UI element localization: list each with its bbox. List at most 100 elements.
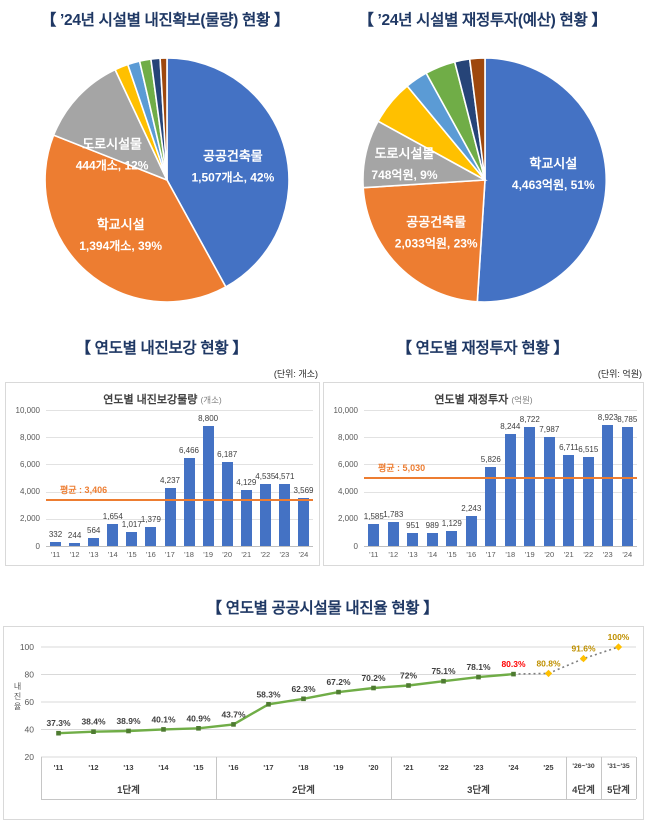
phase-label: 2단계 bbox=[292, 785, 315, 796]
pie-slice-label: 도로시설물 748억원, 9% bbox=[371, 146, 437, 182]
section-title-pie-budget: 【 ’24년 시설별 재정투자(예산) 현황 】 bbox=[358, 12, 607, 29]
bar bbox=[368, 524, 380, 546]
bar bbox=[485, 466, 497, 546]
bar bbox=[426, 532, 438, 546]
bar bbox=[387, 521, 399, 546]
pie-slice bbox=[476, 57, 608, 303]
bar-value-label: 7,987 bbox=[539, 425, 560, 435]
phase-label: 1단계 bbox=[117, 785, 140, 796]
y-axis-title: 내진율 bbox=[13, 682, 22, 712]
line-series-projected bbox=[513, 646, 619, 675]
average-label: 평균 : 5,030 bbox=[378, 462, 426, 473]
x-tick-label: '12 bbox=[69, 550, 80, 559]
x-tick-label: '18 bbox=[184, 550, 194, 559]
data-point-label: 78.1% bbox=[466, 662, 491, 672]
bar-value-label: 1,585 bbox=[363, 512, 384, 522]
bar bbox=[504, 433, 516, 546]
x-tick-label: '21 bbox=[241, 550, 252, 559]
chart-inner-title: 연도별 내진보강물량 (개소) bbox=[6, 391, 319, 407]
bar-value-label: 4,237 bbox=[159, 476, 181, 486]
line-plot: 100 80 60 40 20 37.3% 38.4% 38.9% 40.1% 40.9% 43.7… bbox=[20, 632, 636, 762]
data-point-label: 72% bbox=[400, 671, 417, 681]
y-tick-label: 6,000 bbox=[337, 459, 358, 469]
gridline bbox=[364, 518, 637, 520]
gridline bbox=[364, 464, 637, 466]
pie-slice bbox=[52, 68, 169, 182]
y-tick-label: 8,000 bbox=[19, 432, 40, 442]
year-label: '14 bbox=[158, 763, 169, 772]
bar bbox=[298, 497, 309, 546]
x-tick-label: '16 bbox=[466, 550, 477, 559]
y-tick-label: 4,000 bbox=[19, 487, 40, 497]
pie-slice-label: 공공건축물 2,033억원, 23% bbox=[395, 214, 478, 250]
year-label: '15 bbox=[193, 763, 204, 772]
x-tick-label: '16 bbox=[146, 550, 156, 559]
table-bottom-border bbox=[41, 799, 636, 800]
x-tick-label: '19 bbox=[203, 550, 214, 559]
bar bbox=[107, 523, 119, 546]
y-tick-label: 60 bbox=[25, 697, 35, 707]
gridline bbox=[46, 437, 313, 439]
data-point-marker bbox=[336, 689, 341, 695]
x-tick-label: '11 bbox=[50, 550, 61, 559]
bar-chart-invest: 연도별 재정투자 (억원) 0 2,000 4,000 6,000 8,000 10,00… bbox=[323, 382, 644, 566]
bar bbox=[50, 541, 61, 546]
bar-value-label: 8,800 bbox=[198, 414, 219, 424]
x-tick-label: '23 bbox=[602, 550, 613, 559]
data-point-label: 38.4% bbox=[81, 717, 106, 727]
bar-value-label: 1,654 bbox=[102, 511, 123, 521]
data-point-label: 58.3% bbox=[256, 689, 281, 699]
phase-label: 4단계 bbox=[572, 785, 595, 796]
bar bbox=[88, 538, 100, 546]
bar bbox=[446, 530, 458, 546]
gridline bbox=[364, 437, 637, 439]
year-label: '19 bbox=[333, 763, 344, 772]
bar-value-label: 3,569 bbox=[293, 485, 314, 495]
y-tick-label: 10,000 bbox=[333, 405, 358, 415]
data-point-marker bbox=[511, 671, 516, 677]
bar bbox=[407, 533, 419, 546]
y-tick-label: 6,000 bbox=[19, 459, 40, 469]
x-tick-label: '17 bbox=[485, 550, 496, 559]
average-line bbox=[364, 476, 637, 479]
bar bbox=[465, 515, 477, 546]
x-tick-label: '12 bbox=[388, 550, 399, 559]
gridline bbox=[46, 464, 313, 466]
data-point-marker bbox=[614, 643, 623, 651]
phase-separator bbox=[391, 757, 392, 799]
bar-value-label: 6,711 bbox=[559, 442, 579, 452]
bar-value-label: 564 bbox=[87, 526, 101, 536]
bar bbox=[563, 454, 575, 546]
data-point-label: 80.3% bbox=[501, 659, 526, 669]
bar-value-label: 244 bbox=[67, 530, 82, 540]
pie-chart-volume: 공공건축물 1,507개소, 42% 학교시설 1,394개소, 39% 도로시설물 44… bbox=[44, 57, 290, 303]
data-point-label: 40.1% bbox=[151, 714, 176, 724]
bar-value-label: 1,379 bbox=[140, 515, 161, 525]
pie-chart-budget: 학교시설 4,463억원, 51% 공공건축물 2,033억원, 23% 도로시설물 74… bbox=[362, 57, 608, 303]
x-tick-label: '24 bbox=[298, 550, 309, 559]
phase-separator bbox=[636, 757, 637, 799]
y-tick-label: 80 bbox=[25, 670, 35, 680]
year-label: '23 bbox=[473, 763, 484, 772]
bar bbox=[621, 426, 633, 546]
x-tick-label: '15 bbox=[446, 550, 457, 559]
phase-separator bbox=[566, 757, 567, 799]
data-point-label: 67.2% bbox=[326, 677, 351, 687]
y-tick-label: 20 bbox=[25, 752, 35, 762]
year-label: '18 bbox=[298, 763, 309, 772]
pie-slice bbox=[44, 134, 227, 303]
data-point-label: 62.3% bbox=[291, 684, 316, 694]
data-point-marker bbox=[231, 722, 236, 727]
x-tick-label: '20 bbox=[544, 550, 555, 559]
bar-value-label: 6,515 bbox=[578, 445, 599, 455]
x-tick-label: '19 bbox=[524, 550, 535, 559]
unit-label-reinforce: (단위: 개소) bbox=[273, 369, 318, 379]
average-line bbox=[46, 498, 313, 501]
pie-slice bbox=[362, 179, 486, 303]
data-point-marker bbox=[476, 674, 481, 680]
phase-label: 5단계 bbox=[607, 785, 630, 796]
bar-value-label: 8,785 bbox=[617, 414, 638, 424]
pie-slice bbox=[468, 57, 486, 181]
data-point-label: 75.1% bbox=[431, 666, 456, 676]
